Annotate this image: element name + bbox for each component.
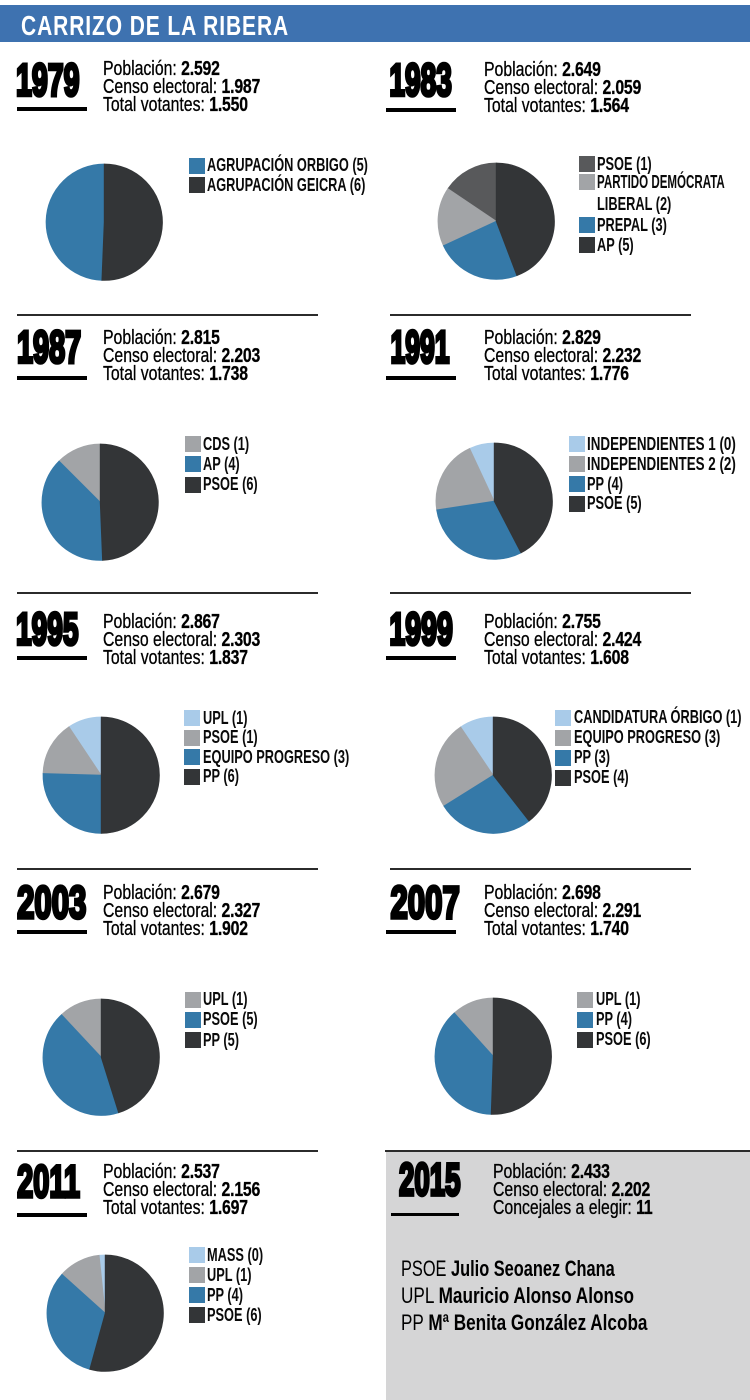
svg-text:2007: 2007 (390, 878, 459, 928)
svg-text:1979: 1979 (16, 55, 80, 107)
svg-text:1999: 1999 (389, 604, 452, 656)
svg-text:1983: 1983 (389, 56, 451, 107)
svg-text:2015: 2015 (399, 1155, 460, 1206)
svg-text:1991: 1991 (391, 321, 450, 372)
svg-text:2003: 2003 (17, 878, 86, 928)
svg-text:1987: 1987 (17, 322, 81, 373)
svg-text:2011: 2011 (17, 1157, 80, 1208)
svg-text:1995: 1995 (16, 605, 78, 656)
